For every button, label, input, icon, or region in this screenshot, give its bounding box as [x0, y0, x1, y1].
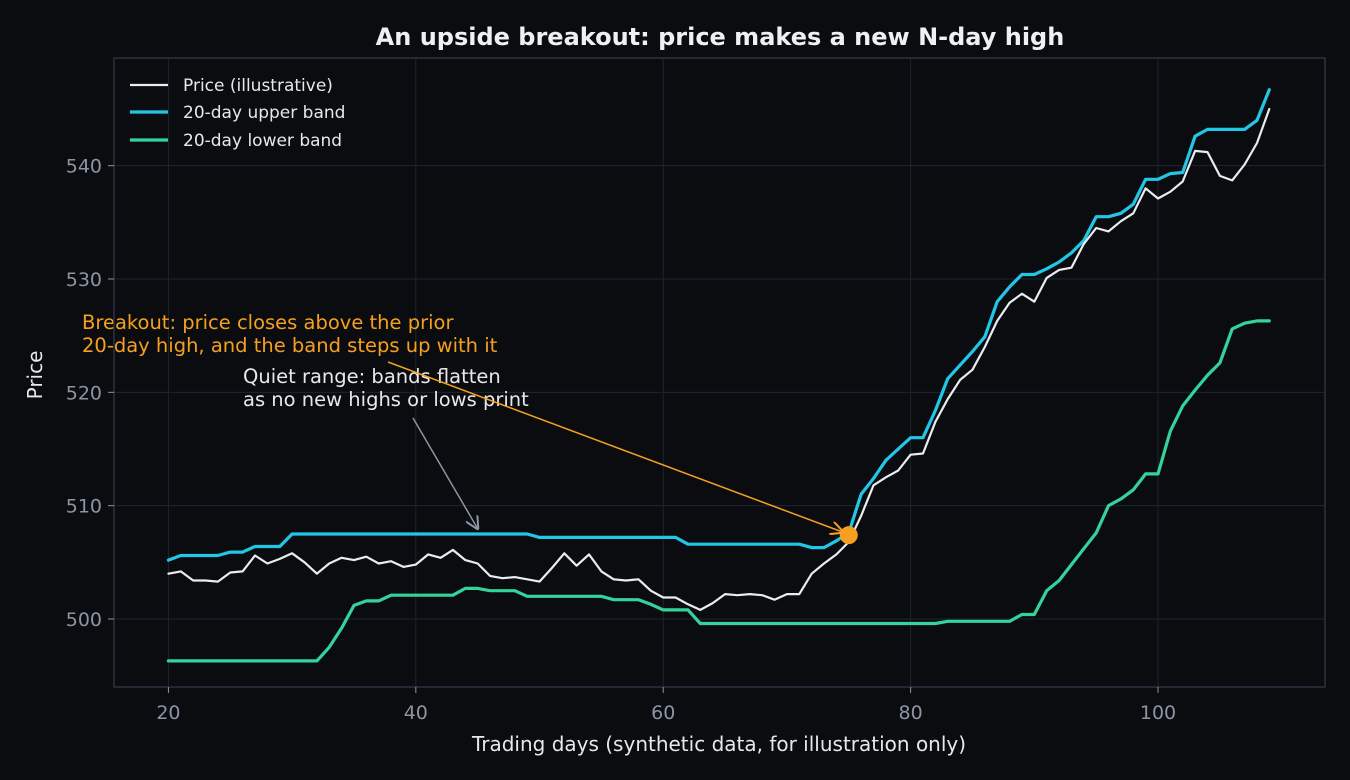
breakout-marker — [839, 526, 858, 545]
price-line — [167, 107, 1271, 612]
y-tick-label: 510 — [66, 496, 102, 518]
legend: Price (illustrative) 20-day upper band 20-… — [130, 76, 345, 151]
x-tick-label: 20 — [156, 702, 180, 724]
quiet-range-annotation: Quiet range: bands flatten — [243, 365, 501, 388]
plot-frame — [113, 57, 1326, 688]
series-layer — [166, 88, 1271, 663]
plot-area — [114, 58, 1325, 687]
quiet-range-annotation: as no new highs or lows print — [243, 388, 529, 411]
y-tick-label: 540 — [66, 156, 102, 178]
breakout-arrow — [387, 361, 843, 532]
grid — [114, 58, 1325, 687]
x-ticks: 20 40 60 80 100 — [156, 687, 1176, 724]
y-tick-label: 520 — [66, 382, 102, 404]
y-ticks: 500 510 520 530 540 — [66, 156, 114, 631]
breakout-annotation: Breakout: price closes above the prior — [82, 311, 454, 334]
x-tick-label: 60 — [651, 702, 675, 724]
legend-label: Price (illustrative) — [183, 76, 333, 96]
y-tick-label: 530 — [66, 269, 102, 291]
x-axis-label: Trading days (synthetic data, for illust… — [471, 732, 966, 756]
x-tick-label: 40 — [404, 702, 428, 724]
chart-title: An upside breakout: price makes a new N-… — [376, 23, 1065, 51]
x-tick-label: 80 — [899, 702, 923, 724]
legend-label: 20-day lower band — [183, 131, 342, 151]
breakout-annotation: 20-day high, and the band steps up with … — [82, 334, 498, 357]
lower-band-line — [166, 319, 1271, 663]
legend-label: 20-day upper band — [183, 103, 345, 123]
y-tick-label: 500 — [66, 609, 102, 631]
y-axis-label: Price — [23, 351, 47, 400]
x-tick-label: 100 — [1140, 702, 1176, 724]
quiet-range-arrow — [412, 417, 478, 529]
upper-band-line — [166, 88, 1271, 562]
